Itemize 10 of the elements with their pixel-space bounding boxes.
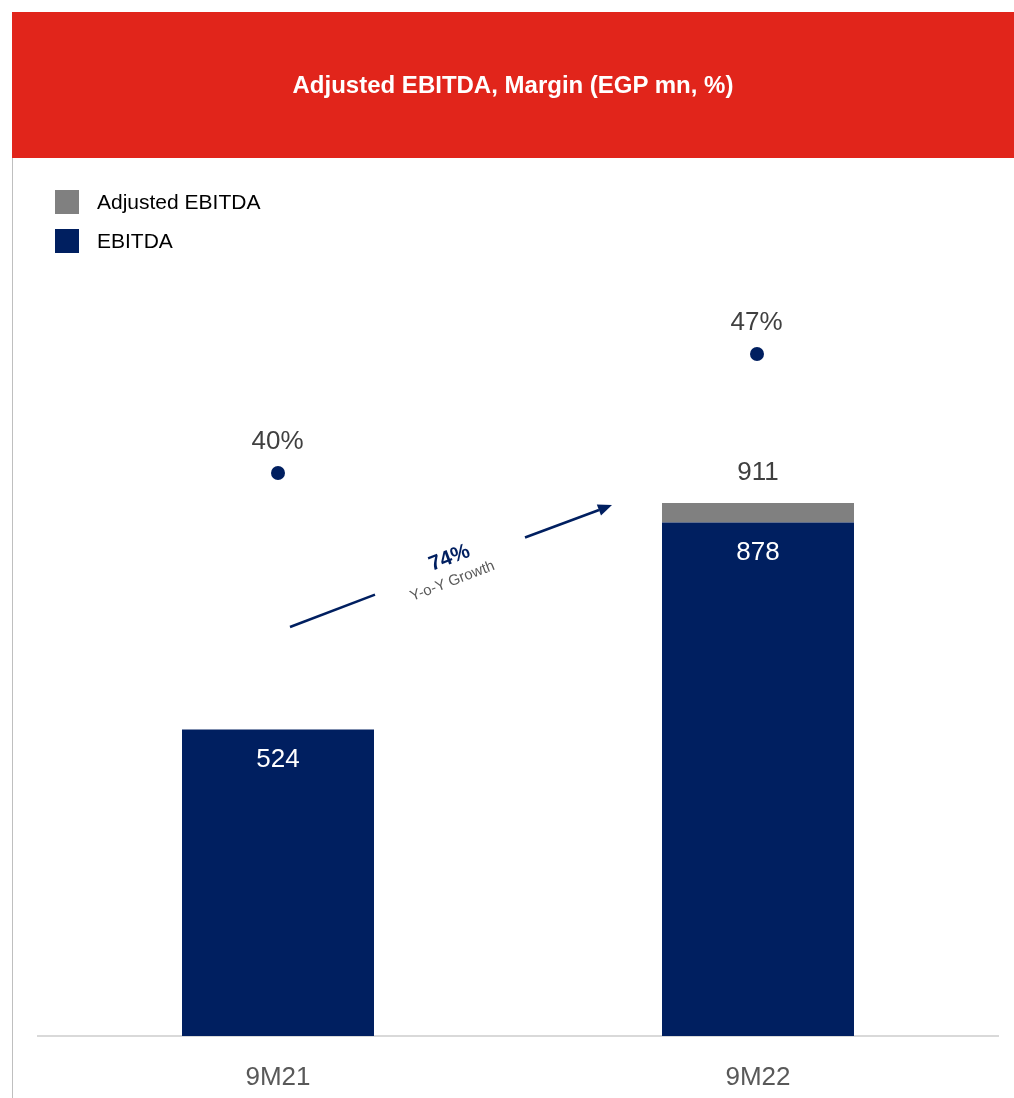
total-label: 911 (737, 456, 779, 487)
chart-title: Adjusted EBITDA, Margin (EGP mn, %) (292, 71, 734, 99)
x-tick-label: 9M21 (245, 1060, 311, 1091)
data-label: 524 (256, 742, 300, 773)
legend-label: Adjusted EBITDA (97, 189, 261, 214)
text: 47% (730, 305, 783, 337)
data-label: 878 (736, 535, 780, 566)
legend-label: EBITDA (97, 228, 173, 253)
text: 40% (251, 424, 304, 456)
x-tick-label: 9M22 (725, 1060, 791, 1091)
